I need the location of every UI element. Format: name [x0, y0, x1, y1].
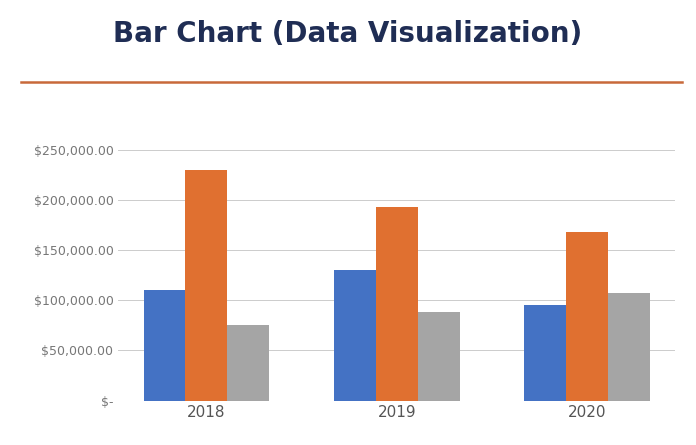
- Text: Bar Chart (Data Visualization): Bar Chart (Data Visualization): [113, 20, 583, 48]
- Bar: [524, 305, 566, 400]
- Bar: [418, 312, 459, 400]
- Bar: [608, 293, 650, 400]
- Bar: [228, 325, 269, 400]
- Bar: [376, 207, 418, 400]
- Bar: [566, 232, 608, 400]
- Bar: [143, 290, 186, 400]
- Bar: [334, 270, 376, 400]
- Bar: [186, 170, 228, 400]
